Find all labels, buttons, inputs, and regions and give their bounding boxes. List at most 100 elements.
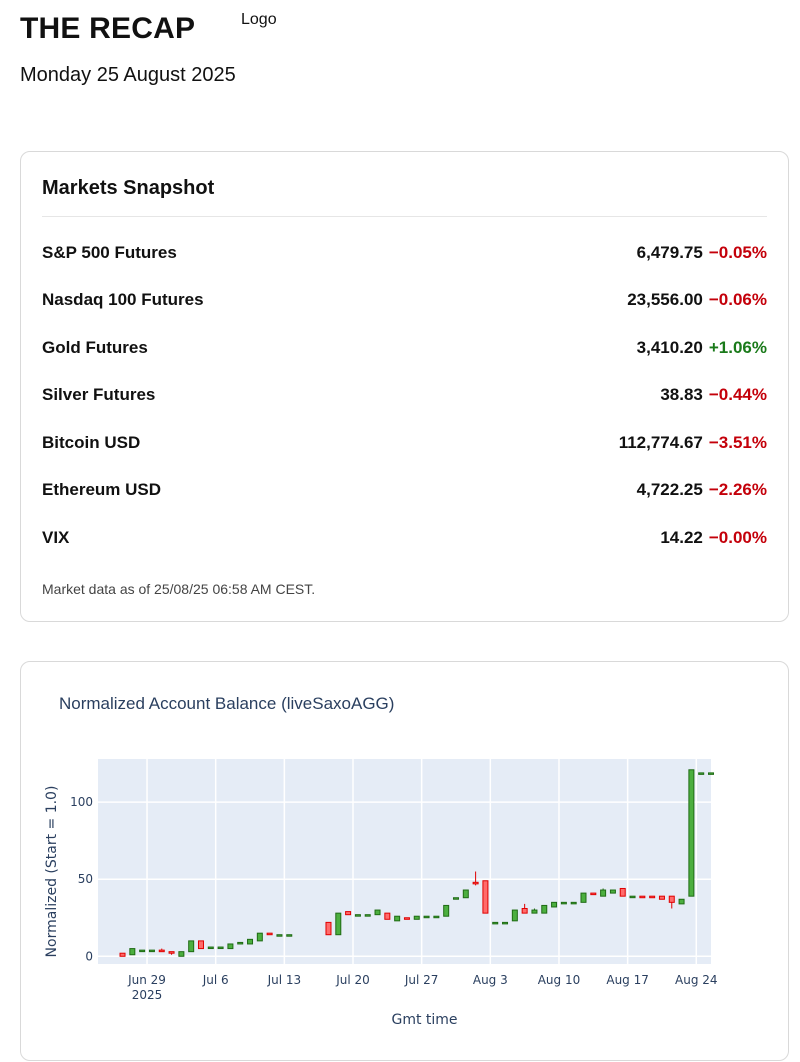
y-tick-label: 100 [70, 795, 93, 809]
candle-body [374, 909, 381, 916]
candle-body [345, 911, 352, 916]
candle-body [227, 943, 234, 950]
candle-body [276, 934, 283, 937]
market-change: −0.06% [708, 290, 767, 309]
market-row-bitcoin: Bitcoin USD 112,774.67 −3.51% [42, 431, 767, 455]
candle-body [394, 915, 401, 922]
candle-body [197, 940, 204, 950]
market-value: 3,410.20 [636, 338, 703, 357]
market-data-timestamp: Market data as of 25/08/25 06:58 AM CEST… [42, 581, 316, 597]
x-tick-label: Aug 24 [675, 973, 718, 987]
candle-body [325, 921, 332, 936]
y-tick-label: 50 [78, 872, 93, 886]
candle-body [492, 921, 499, 925]
divider [42, 216, 767, 217]
candle-body [658, 895, 665, 900]
market-value: 14.22 [660, 528, 703, 547]
candle-body [649, 895, 656, 899]
candle-body [521, 908, 528, 914]
candle-body [384, 912, 391, 920]
candle-body [688, 769, 695, 897]
market-name: Silver Futures [42, 385, 156, 404]
markets-snapshot-title: Markets Snapshot [42, 177, 215, 199]
y-tick-label: 0 [85, 949, 93, 963]
candle-body [443, 904, 450, 917]
market-name: S&P 500 Futures [42, 243, 177, 262]
logo: Logo [241, 11, 277, 28]
x-tick-label: 2025 [132, 988, 163, 1002]
candle-body [247, 938, 254, 945]
market-row-sp500: S&P 500 Futures 6,479.75 −0.05% [42, 241, 767, 265]
x-axis-label: Gmt time [391, 1012, 457, 1028]
x-tick-label: Aug 10 [538, 973, 581, 987]
candle-body [570, 901, 577, 905]
candle-body [462, 889, 469, 899]
candle-body [335, 912, 342, 936]
chart-title: Normalized Account Balance (liveSaxoAGG) [59, 694, 395, 713]
market-value: 23,556.00 [627, 290, 703, 309]
candle-body [541, 904, 548, 914]
candle-body [256, 932, 263, 942]
candle-body [237, 941, 244, 945]
candle-body [600, 889, 607, 897]
candle-body [708, 772, 714, 775]
candle-body [452, 897, 459, 900]
candle-body [188, 940, 195, 953]
candle-body [639, 895, 646, 899]
candle-body [668, 895, 675, 903]
market-change: +1.06% [708, 338, 767, 357]
market-value: 4,722.25 [636, 480, 703, 499]
candle-body [698, 772, 705, 775]
candle-body [158, 949, 165, 953]
market-row-ethereum: Ethereum USD 4,722.25 −2.26% [42, 478, 767, 502]
market-change: −3.51% [708, 433, 767, 452]
candle-body [472, 881, 479, 885]
candle-body [217, 946, 224, 950]
candle-body [629, 895, 636, 899]
candle-body [423, 915, 430, 919]
market-value: 6,479.75 [636, 243, 703, 262]
candle-body [168, 951, 175, 954]
market-row-vix: VIX 14.22 −0.00% [42, 526, 767, 550]
candle-body [178, 951, 185, 957]
candle-body [511, 909, 518, 922]
candle-body [413, 915, 420, 920]
x-tick-label: Aug 17 [606, 973, 649, 987]
y-axis-label: Normalized (Start = 1.0) [44, 786, 60, 958]
candle-body [619, 887, 626, 897]
plot-area [98, 759, 711, 964]
x-tick-label: Jul 27 [404, 973, 439, 987]
candle-body [129, 948, 136, 956]
market-value: 38.83 [660, 385, 703, 404]
market-change: −0.05% [708, 243, 767, 262]
candle-body [560, 901, 567, 905]
candle-body [609, 889, 616, 894]
market-value: 112,774.67 [618, 433, 703, 452]
report-date: Monday 25 August 2025 [20, 64, 236, 86]
market-change: −0.00% [708, 528, 767, 547]
candle-body [148, 949, 155, 953]
candle-body [678, 898, 685, 905]
market-name: VIX [42, 528, 70, 547]
candle-body [403, 917, 410, 920]
market-name: Bitcoin USD [42, 433, 141, 452]
market-change: −0.44% [708, 385, 767, 404]
candle-body [551, 901, 558, 908]
candle-body [354, 914, 361, 917]
candle-body [482, 880, 489, 914]
candle-body [590, 892, 597, 896]
market-name: Gold Futures [42, 338, 148, 357]
candle-body [502, 921, 509, 925]
candle-body [207, 946, 214, 950]
candle-body [364, 914, 371, 917]
x-tick-label: Jul 6 [202, 973, 229, 987]
candle-body [119, 952, 126, 957]
account-balance-chart-card: Normalized Account Balance (liveSaxoAGG)… [20, 661, 789, 1061]
market-change: −2.26% [708, 480, 767, 499]
candle-body [580, 892, 587, 903]
candle-body [433, 915, 440, 919]
market-row-gold: Gold Futures 3,410.20 +1.06% [42, 336, 767, 360]
candle-body [139, 949, 146, 953]
candle-body [286, 934, 293, 937]
